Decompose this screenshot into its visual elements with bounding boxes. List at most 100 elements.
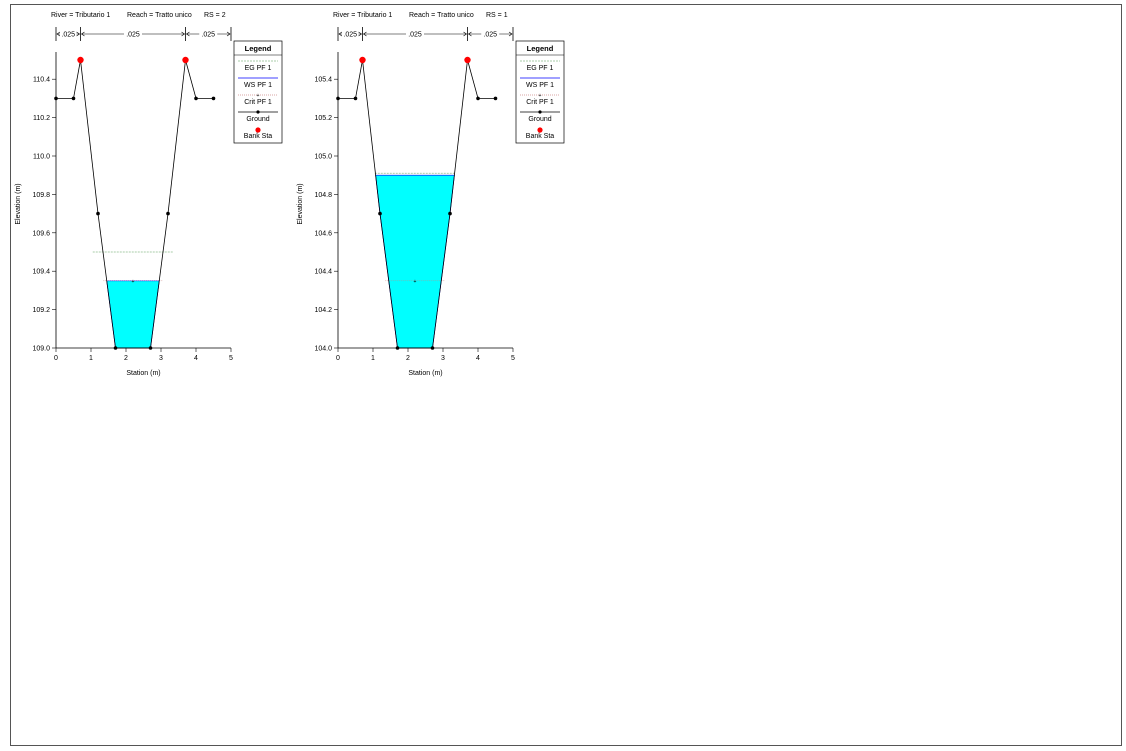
x-tick-label: 3 [159,355,163,362]
legend-swatch-ground-point [256,110,260,114]
legend-swatch-crit-marker: + [257,93,260,99]
water-surface-area [106,280,160,349]
cross-section-chart-rs1: River = Tributario 1 Reach = Tratto unico… [297,12,565,377]
manning-label-bg [60,29,77,39]
crit-marker: + [414,279,417,285]
x-tick-label: 0 [336,355,340,362]
y-tick-label: 104.2 [314,307,332,314]
cross-section-chart-rs2: River = Tributario 1 Reach = Tratto unico… [15,12,283,377]
legend-swatch-crit-marker: + [539,93,542,99]
header-rs: RS = 2 [204,12,226,19]
y-tick-label: 105.4 [314,77,332,84]
bank-station-point [359,56,366,64]
manning-n-value: .025 [408,32,422,39]
y-tick-label: 105.0 [314,154,332,161]
legend-title: Legend [245,44,272,53]
manning-arrow-right [508,31,513,37]
manning-arrow-right [181,31,186,37]
manning-arrow-left [362,31,367,37]
legend-label-ground: Ground [528,116,551,123]
x-axis-label: Station (m) [408,370,442,377]
water-surface-area [375,174,455,349]
manning-n-value: .025 [126,32,140,39]
x-tick-label: 2 [124,355,128,362]
manning-n-value: .025 [483,32,497,39]
y-tick-label: 109.0 [32,346,50,353]
ground-point [166,211,170,216]
header-rs: RS = 1 [486,12,508,19]
x-tick-label: 4 [476,355,480,362]
ground-point [476,96,480,101]
ground-point [96,211,100,216]
x-axis-label: Station (m) [126,370,160,377]
manning-arrow-left [338,31,343,37]
ground-point [71,96,76,101]
legend-box [233,40,283,144]
ground-point [353,96,358,101]
header-reach: Reach = Tratto unico [127,12,192,19]
page-frame: River = Tributario 1 Reach = Tratto unico… [10,4,1122,746]
x-tick-label: 0 [54,355,58,362]
manning-n-value: .025 [61,32,75,39]
legend-box [515,40,565,144]
x-tick-label: 2 [406,355,410,362]
manning-arrow-right [358,31,363,37]
ground-point [211,96,216,101]
ground-point [493,96,498,101]
y-tick-label: 110.0 [33,154,50,161]
y-tick-label: 109.2 [32,307,50,314]
legend-swatch-bank [255,127,261,133]
manning-label-bg [406,29,424,39]
y-axis-label: Elevation (m) [15,183,22,224]
y-tick-label: 104.8 [314,192,332,199]
legend-label-crit: Crit PF 1 [526,99,554,106]
manning-arrow-right [76,31,81,37]
bank-station-point [77,56,84,64]
bank-station-point [182,56,189,64]
legend-swatch-ground-point [538,110,542,114]
manning-n-value: .025 [343,32,357,39]
legend-label-eg: EG PF 1 [245,65,272,72]
legend-label-bank: Bank Sta [244,133,273,140]
y-tick-label: 104.4 [314,269,332,276]
y-axis-label: Elevation (m) [297,183,304,224]
legend-label-ws: WS PF 1 [526,82,554,89]
x-tick-label: 4 [194,355,198,362]
manning-arrow-right [226,31,231,37]
legend-label-ws: WS PF 1 [244,82,272,89]
y-tick-label: 104.0 [314,346,332,353]
manning-label-bg [342,29,359,39]
y-tick-label: 104.6 [314,230,332,237]
y-tick-label: 109.8 [32,192,50,199]
header-river: River = Tributario 1 [51,12,110,19]
y-tick-label: 105.2 [314,115,332,122]
manning-label-bg [124,29,142,39]
legend-swatch-bank [537,127,543,133]
x-tick-label: 1 [89,355,93,362]
legend-title: Legend [527,44,554,53]
y-tick-label: 110.4 [33,77,50,84]
y-tick-label: 109.6 [32,230,50,237]
x-tick-label: 5 [511,355,515,362]
ground-point [448,211,452,216]
crit-marker: + [132,279,135,285]
x-tick-label: 3 [441,355,445,362]
legend-label-ground: Ground [246,116,269,123]
y-tick-label: 109.4 [32,269,50,276]
legend-label-eg: EG PF 1 [527,65,554,72]
manning-arrow-left [185,31,190,37]
x-tick-label: 5 [229,355,233,362]
legend-label-bank: Bank Sta [526,133,555,140]
bank-station-point [464,56,471,64]
manning-label-bg [199,29,218,39]
manning-arrow-right [463,31,468,37]
legend-label-crit: Crit PF 1 [244,99,272,106]
y-tick-label: 110.2 [33,115,50,122]
ground-point [194,96,198,101]
manning-label-bg [481,29,500,39]
manning-n-value: .025 [201,32,215,39]
header-reach: Reach = Tratto unico [409,12,474,19]
ground-point [378,211,382,216]
manning-arrow-left [80,31,85,37]
manning-arrow-left [56,31,61,37]
